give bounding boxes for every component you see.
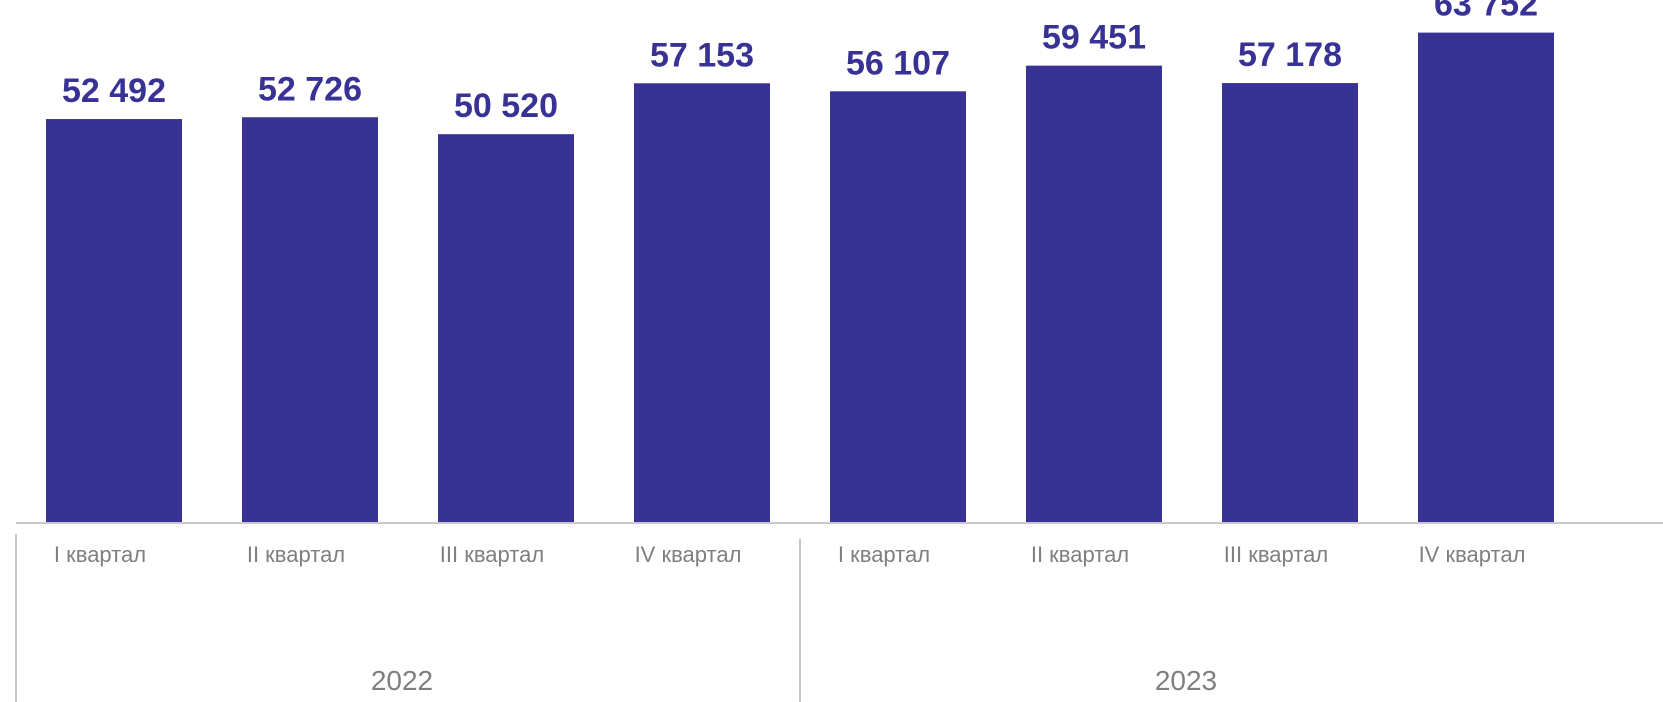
bar-6 [1026,65,1162,522]
category-label-5: I квартал [838,542,930,567]
bar-value-label-4: 57 153 [650,36,754,74]
category-label-2: II квартал [247,542,345,567]
category-label-8: IV квартал [1419,542,1526,567]
bar-value-label-7: 57 178 [1238,36,1342,74]
bar-8 [1418,32,1554,522]
category-labels-layer: I квартал II квартал III квартал IV квартал… [54,542,1526,567]
bar-3 [438,134,574,523]
group-label-2023: 2023 [1155,665,1217,696]
value-labels-layer: 52 492 52 726 50 520 57 153 56 107 59 451 57 1… [62,0,1538,125]
bar-4 [634,83,770,523]
bar-value-label-2: 52 726 [258,70,362,108]
category-label-7: III квартал [1224,542,1328,567]
bar-value-label-6: 59 451 [1042,19,1146,57]
bar-7 [1222,83,1358,522]
bar-value-label-8: 63 752 [1434,0,1538,24]
category-label-3: III квартал [440,542,544,567]
category-label-4: IV квартал [635,542,742,567]
group-labels-layer: 2022 2023 [371,665,1217,696]
category-label-1: I квартал [54,542,146,567]
bar-value-label-1: 52 492 [62,72,166,110]
bar-value-label-5: 56 107 [846,44,950,82]
bar-value-label-3: 50 520 [454,87,558,125]
bars-layer [46,32,1554,523]
bar-2 [242,117,378,522]
bar-5 [830,91,966,522]
axis-layer [15,522,1663,702]
bar-1 [46,119,182,523]
category-label-6: II квартал [1031,542,1129,567]
group-label-2022: 2022 [371,665,433,696]
